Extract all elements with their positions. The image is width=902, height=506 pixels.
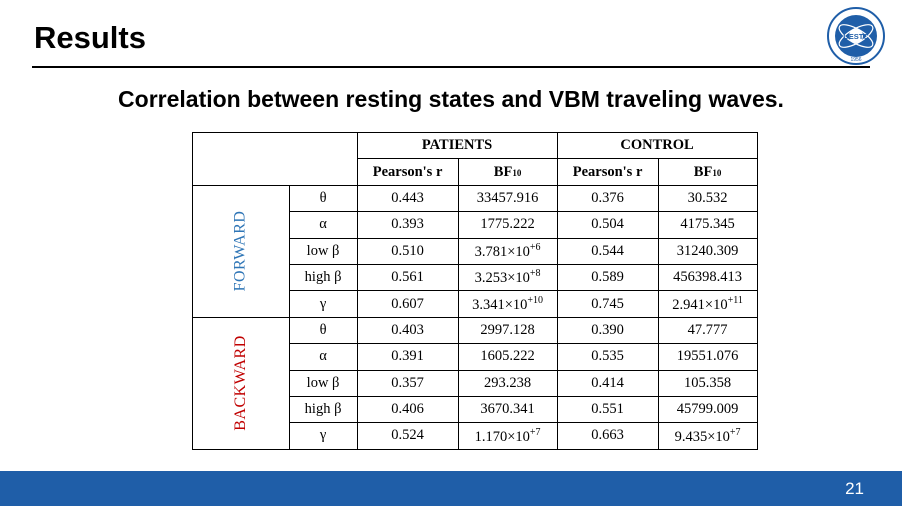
patients-pearson-cell: 0.561 (356, 263, 459, 292)
footer-bar: 21 (0, 471, 902, 506)
table-row: FORWARD θ 0.443 33457.916 0.376 30.532 (192, 184, 758, 318)
bf-label: BF (693, 163, 713, 180)
patients-pearson-cell: 0.393 (356, 211, 459, 239)
column-header-pearson: Pearson's r (556, 158, 659, 186)
control-bf-cell: 2.941×10+11 (657, 290, 758, 318)
control-pearson-cell: 0.376 (556, 184, 659, 213)
logo-year: 1956 (850, 57, 861, 63)
control-bf-cell: 105.358 (657, 369, 758, 397)
patients-bf-cell: 3670.341 (457, 395, 558, 424)
patients-bf-cell: 1775.222 (457, 211, 558, 239)
band-label: γ (288, 422, 358, 450)
patients-bf-cell: 1605.222 (457, 343, 558, 371)
band-label: α (288, 211, 358, 239)
control-bf-cell: 30.532 (657, 184, 758, 213)
table-row: α 0.393 1775.222 0.504 4175.345 (193, 211, 758, 239)
table-row: BACKWARD θ 0.403 2997.128 0.390 47.777 (192, 316, 758, 450)
control-bf-cell: 9.435×10+7 (657, 422, 758, 450)
patients-pearson-cell: 0.391 (356, 343, 459, 371)
table-row: high β 0.406 3670.341 0.551 45799.009 (193, 395, 758, 424)
control-pearson-cell: 0.551 (556, 395, 659, 424)
control-pearson-cell: 0.589 (556, 263, 659, 292)
control-bf-cell: 31240.309 (657, 237, 758, 265)
band-label: θ (288, 316, 358, 345)
control-bf-cell: 4175.345 (657, 211, 758, 239)
patients-bf-cell: 2997.128 (457, 316, 558, 345)
column-header-bf: BF10 (657, 158, 758, 186)
control-pearson-cell: 0.535 (556, 343, 659, 371)
control-pearson-cell: 0.544 (556, 237, 659, 265)
table-body: FORWARD θ 0.443 33457.916 0.376 30.532 α 0.393 1… (192, 184, 758, 450)
control-pearson-cell: 0.504 (556, 211, 659, 239)
column-header-pearson: Pearson's r (356, 158, 459, 186)
band-label: α (288, 343, 358, 371)
header-corner (192, 132, 358, 186)
section-label-forward: FORWARD (192, 184, 290, 318)
title-underline (32, 66, 870, 68)
group-header-patients: PATIENTS (356, 131, 558, 160)
logo-text: UESTC (843, 32, 869, 41)
table-row: γ 0.524 1.170×10+7 0.663 9.435×10+7 (193, 422, 758, 450)
bf-subscript: 10 (512, 167, 522, 178)
band-label: high β (288, 263, 358, 292)
patients-pearson-cell: 0.607 (356, 290, 459, 318)
table-row: low β 0.357 293.238 0.414 105.358 (193, 369, 758, 397)
control-pearson-cell: 0.390 (556, 316, 659, 345)
table-subheader-row: Pearson's r BF10 Pearson's r BF10 (193, 158, 758, 186)
section-label-backward: BACKWARD (192, 316, 290, 450)
patients-pearson-cell: 0.524 (356, 422, 459, 450)
bf-subscript: 10 (712, 167, 722, 178)
band-label: low β (288, 237, 358, 265)
patients-bf-cell: 3.781×10+6 (457, 237, 558, 265)
table-row: α 0.391 1605.222 0.535 19551.076 (193, 343, 758, 371)
group-header-control: CONTROL (556, 131, 758, 160)
university-logo: UESTC 1956 (827, 7, 885, 65)
patients-bf-cell: 33457.916 (457, 184, 558, 213)
column-header-bf: BF10 (457, 158, 558, 186)
control-bf-cell: 19551.076 (657, 343, 758, 371)
band-label: θ (288, 184, 358, 213)
control-pearson-cell: 0.663 (556, 422, 659, 450)
patients-pearson-cell: 0.443 (356, 184, 459, 213)
control-bf-cell: 45799.009 (657, 395, 758, 424)
patients-pearson-cell: 0.357 (356, 369, 459, 397)
patients-bf-cell: 3.341×10+10 (457, 290, 558, 318)
patients-bf-cell: 1.170×10+7 (457, 422, 558, 450)
patients-pearson-cell: 0.510 (356, 237, 459, 265)
control-bf-cell: 456398.413 (657, 263, 758, 292)
band-label: low β (288, 369, 358, 397)
patients-pearson-cell: 0.406 (356, 395, 459, 424)
results-table: PATIENTS CONTROL Pearson's r BF10 Pearso… (192, 131, 758, 450)
table-header-row: PATIENTS CONTROL (192, 131, 758, 186)
page-number: 21 (845, 479, 864, 498)
patients-bf-cell: 293.238 (457, 369, 558, 397)
bf-label: BF (493, 163, 513, 180)
band-label: γ (288, 290, 358, 318)
slide-title: Results (34, 20, 146, 55)
table-row: high β 0.561 3.253×10+8 0.589 456398.413 (193, 263, 758, 292)
control-pearson-cell: 0.745 (556, 290, 659, 318)
control-bf-cell: 47.777 (657, 316, 758, 345)
slide-subtitle: Correlation between resting states and V… (118, 86, 784, 112)
control-pearson-cell: 0.414 (556, 369, 659, 397)
patients-bf-cell: 3.253×10+8 (457, 263, 558, 292)
patients-pearson-cell: 0.403 (356, 316, 459, 345)
band-label: high β (288, 395, 358, 424)
